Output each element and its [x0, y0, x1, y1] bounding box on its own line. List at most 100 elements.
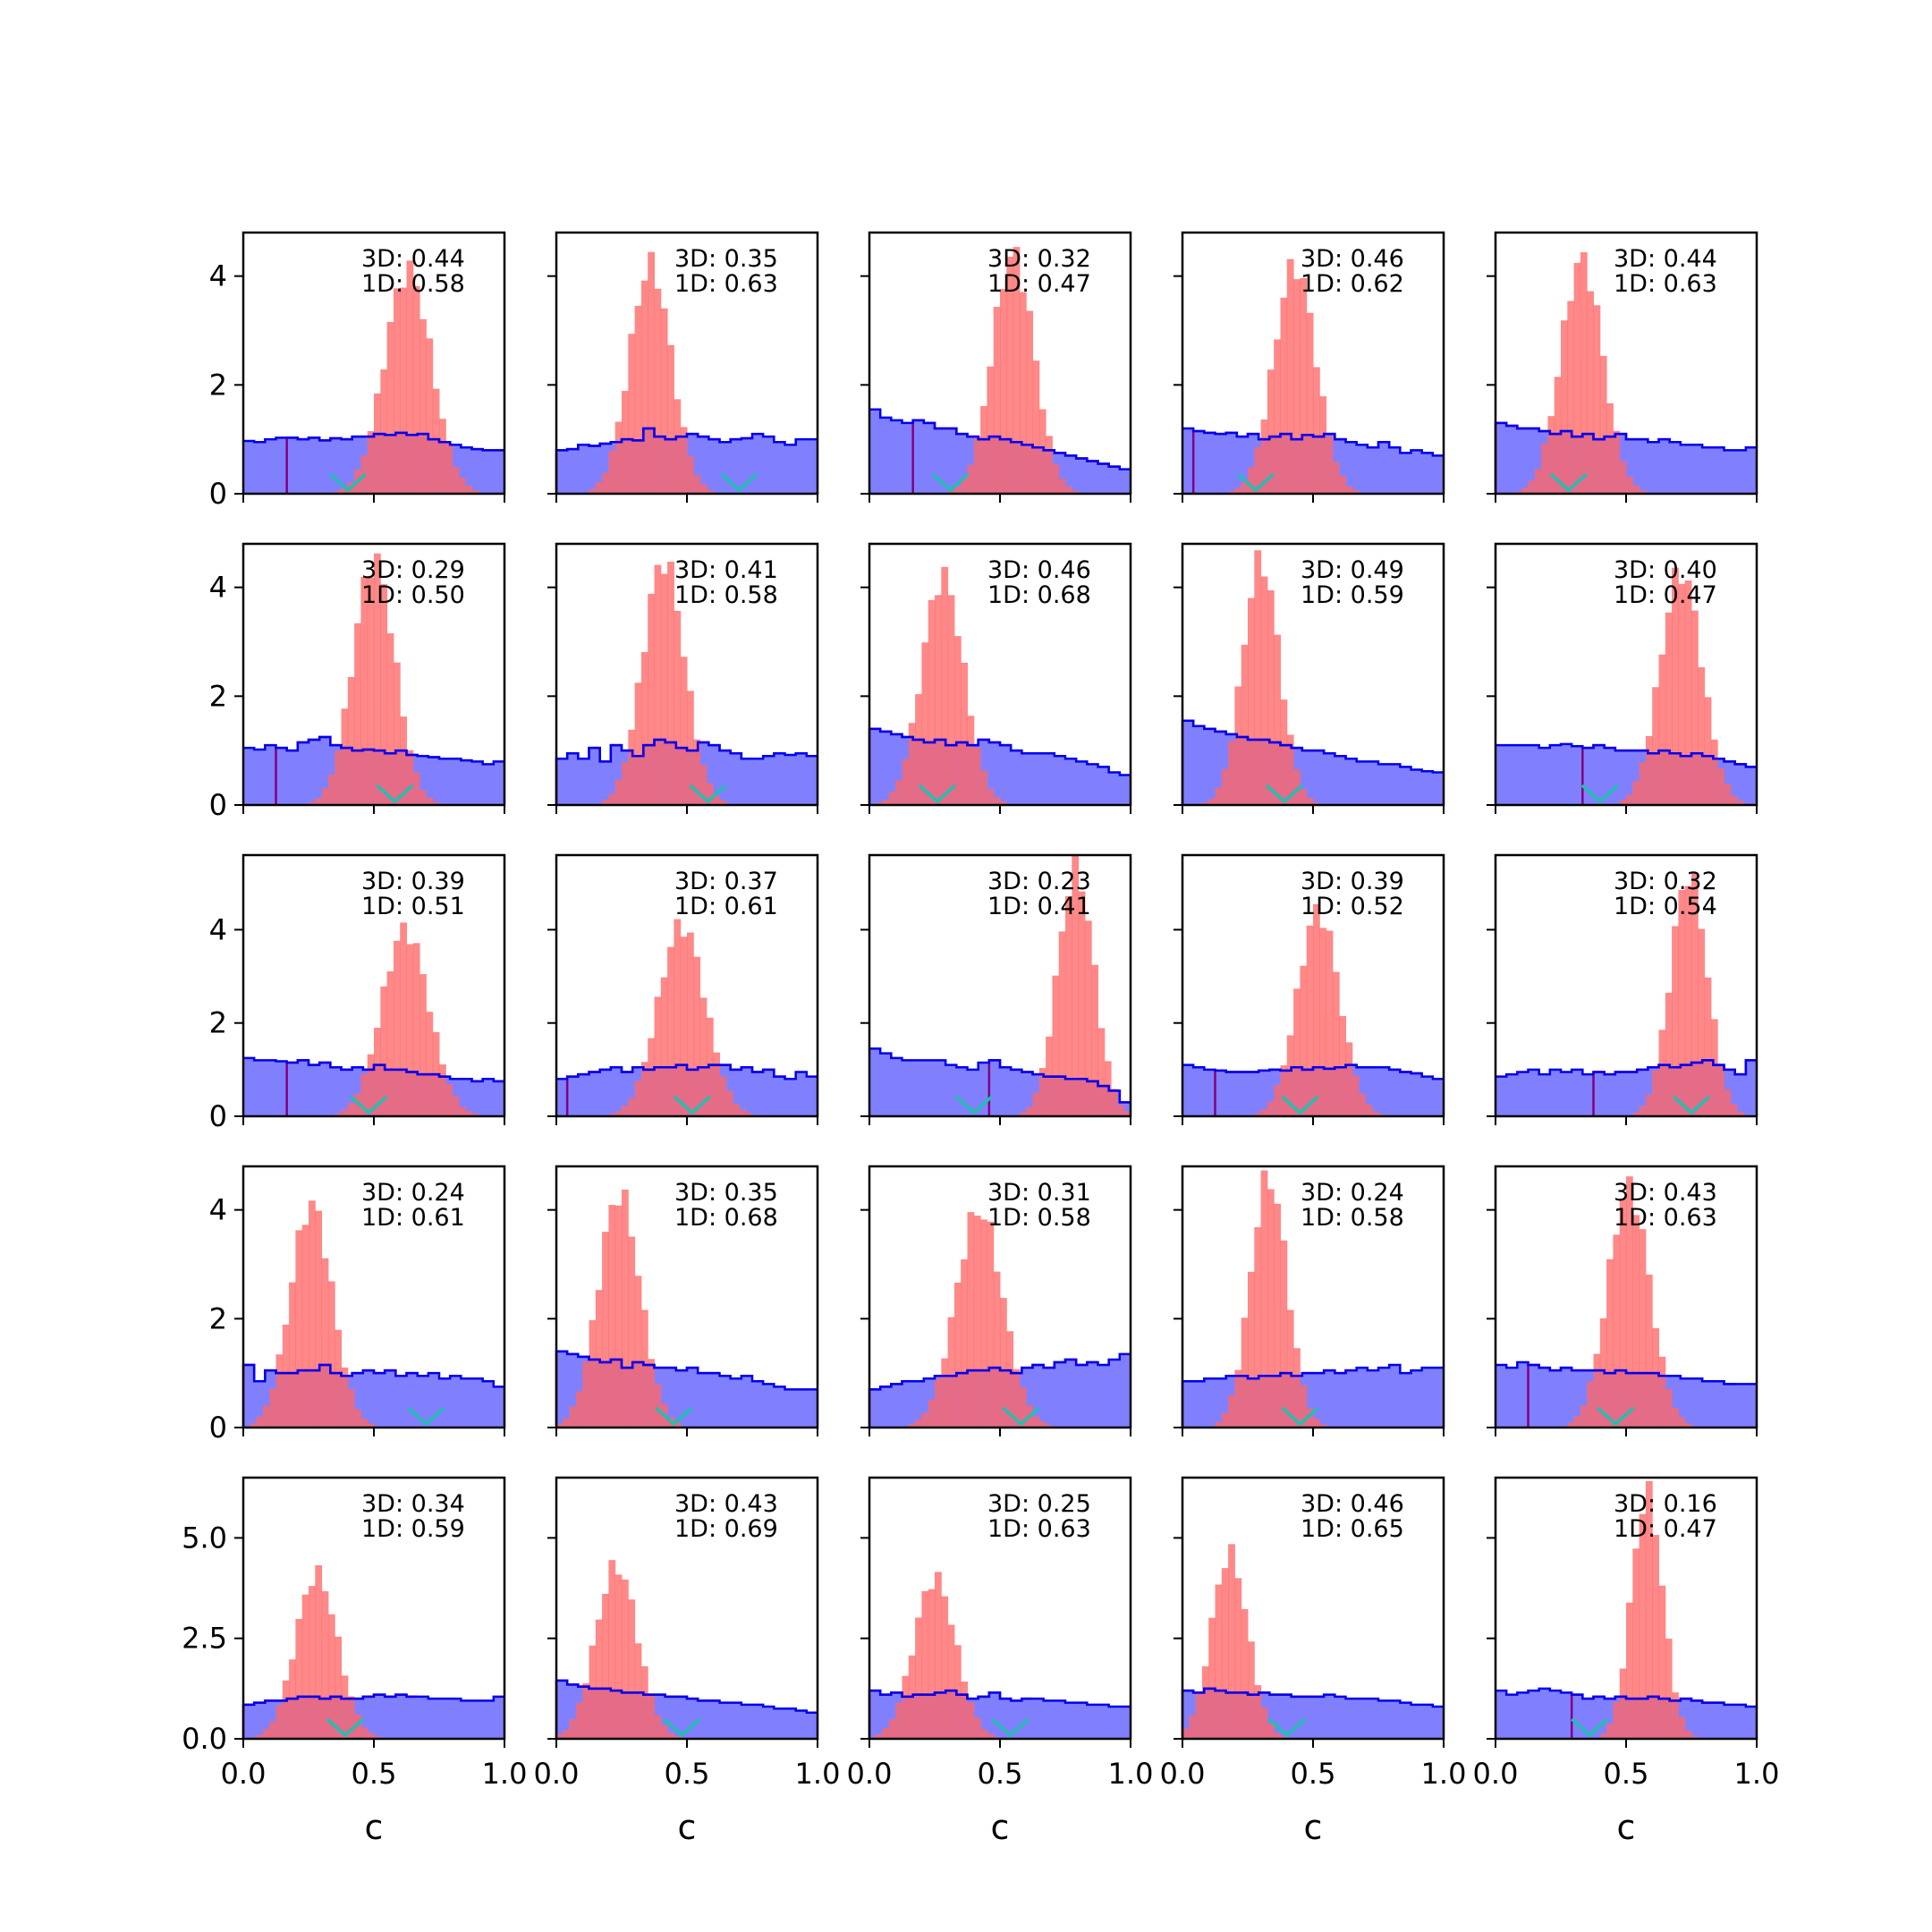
posterior-bar [569, 1406, 577, 1428]
posterior-bar [667, 562, 674, 805]
posterior-bar [452, 1096, 460, 1116]
annotation-3d: 3D: 0.32 [987, 245, 1091, 273]
posterior-bar [993, 307, 1001, 494]
posterior-bar [674, 1422, 682, 1428]
posterior-bar [961, 478, 968, 494]
annotation-1d: 1D: 0.41 [987, 893, 1091, 920]
posterior-bar [622, 1190, 629, 1428]
posterior-bar [640, 652, 648, 805]
posterior-bar [1658, 654, 1666, 805]
posterior-bar [1665, 1389, 1673, 1428]
posterior-bar [628, 729, 636, 805]
posterior-bar [406, 260, 414, 494]
posterior-bar [335, 750, 342, 805]
posterior-bar [1599, 355, 1607, 494]
posterior-bar [412, 285, 420, 494]
y-tick-label: 2.5 [182, 1622, 227, 1656]
posterior-bar [1000, 1298, 1007, 1428]
truth-marker [954, 1095, 993, 1115]
posterior-bar [1293, 769, 1301, 805]
posterior-bar [1280, 297, 1288, 494]
posterior-bar [1038, 1067, 1046, 1116]
posterior-bar [341, 708, 349, 805]
posterior-bar [660, 573, 668, 805]
posterior-bar [1267, 1724, 1275, 1739]
truth-marker [349, 1095, 388, 1115]
posterior-bar [1698, 928, 1706, 1116]
posterior-bar [1006, 257, 1014, 494]
posterior-bar [1032, 360, 1040, 494]
posterior-bar [374, 1736, 381, 1739]
posterior-bar [1632, 485, 1640, 494]
posterior-bar [1228, 1544, 1235, 1739]
truth-marker [1267, 1717, 1306, 1738]
posterior-bar [1046, 1425, 1053, 1428]
posterior-bar [1587, 1381, 1594, 1428]
posterior-bar [1730, 795, 1738, 805]
posterior-bar [335, 490, 342, 494]
posterior-bar [471, 490, 479, 494]
posterior-bar [915, 1419, 922, 1428]
posterior-bar [713, 795, 720, 805]
truth-marker [918, 784, 957, 804]
posterior-bar [608, 793, 616, 805]
posterior-bar [295, 1230, 303, 1428]
posterior-bar [367, 1733, 375, 1739]
annotation-3d: 3D: 0.46 [1301, 245, 1404, 273]
posterior-bar [582, 1683, 589, 1739]
posterior-bar [1313, 367, 1320, 494]
posterior-bar [628, 1599, 636, 1739]
posterior-bar [1541, 443, 1548, 494]
posterior-bar [295, 1618, 303, 1739]
posterior-bar [895, 1702, 902, 1739]
posterior-bar [1652, 687, 1659, 805]
posterior-bar [1267, 590, 1275, 805]
truth-marker [407, 1406, 445, 1427]
posterior-bar [1038, 1421, 1046, 1428]
posterior-bar [602, 800, 609, 805]
posterior-bar [953, 636, 962, 805]
posterior-bar [935, 1572, 942, 1739]
posterior-bar [706, 1017, 714, 1116]
posterior-bar [374, 553, 381, 805]
posterior-bar [393, 940, 401, 1116]
truth-marker [328, 472, 367, 493]
posterior-bar [1593, 305, 1601, 494]
posterior-bar [327, 1614, 335, 1739]
posterior-bar [367, 1423, 375, 1428]
posterior-bar [674, 1736, 682, 1739]
prior-histogram-outline [556, 1679, 818, 1715]
posterior-bar [1026, 1106, 1033, 1116]
annotation-3d: 3D: 0.46 [987, 556, 1091, 584]
posterior-bar [1561, 320, 1568, 494]
posterior-bar [301, 1594, 309, 1739]
posterior-bar [275, 1705, 284, 1739]
posterior-bar [341, 487, 349, 494]
posterior-bar [640, 280, 648, 494]
y-tick-label: 2 [209, 1301, 227, 1335]
posterior-bar [1286, 1309, 1294, 1428]
posterior-bar [1339, 475, 1346, 494]
posterior-bar [1241, 1608, 1249, 1739]
y-tick-label: 5.0 [182, 1521, 227, 1555]
posterior-bar [1072, 854, 1080, 1116]
posterior-bar [465, 485, 472, 494]
truth-marker [720, 472, 758, 493]
posterior-bar [1228, 491, 1235, 494]
x-axis-label: c [678, 1808, 697, 1847]
posterior-bar [360, 1418, 369, 1428]
posterior-bar [426, 338, 434, 494]
posterior-bar [614, 1205, 623, 1428]
x-tick-label: 0.5 [978, 1757, 1023, 1791]
posterior-bar [432, 801, 440, 805]
posterior-bar [622, 391, 629, 494]
x-tick-label: 1.0 [482, 1757, 528, 1791]
posterior-bar [921, 642, 929, 805]
posterior-bar [928, 1589, 936, 1739]
posterior-bar [1730, 1104, 1738, 1116]
posterior-bar [1274, 634, 1281, 805]
posterior-bar [1665, 992, 1673, 1116]
